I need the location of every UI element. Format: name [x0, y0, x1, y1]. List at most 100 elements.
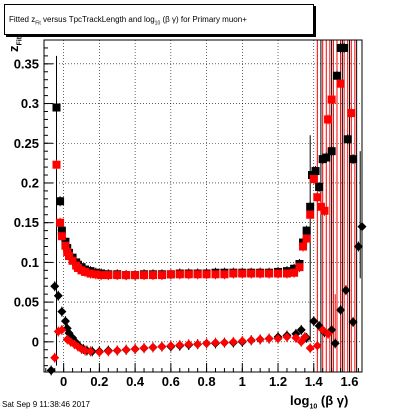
diamond-marker — [94, 347, 104, 357]
x-tick-label: 0.8 — [198, 374, 216, 389]
title-middle: versus TpcTrackLength and log — [43, 15, 155, 24]
x-tick-label: 0 — [60, 374, 67, 389]
diamond-marker — [291, 333, 301, 343]
title-log-sub: 10 — [154, 20, 161, 27]
square-marker — [324, 115, 333, 124]
title-suffix: (β γ) for Primary muon+ — [162, 15, 247, 24]
square-marker — [56, 218, 65, 227]
square-marker — [57, 232, 66, 241]
diamond-marker — [219, 338, 229, 348]
square-marker — [347, 109, 356, 118]
y-tick-label: 0.15 — [14, 215, 39, 230]
diamond-marker — [237, 336, 247, 346]
square-marker — [52, 103, 61, 112]
square-marker — [322, 153, 331, 162]
square-marker — [65, 252, 74, 261]
diamond-marker — [264, 334, 274, 344]
diamond-marker — [305, 343, 315, 353]
square-marker — [148, 271, 157, 280]
y-tick-label: 0.05 — [14, 295, 39, 310]
square-marker — [229, 269, 238, 278]
x-tick-label: 0.4 — [126, 374, 145, 389]
x-tick-label: 1.6 — [340, 374, 358, 389]
diamond-marker — [228, 337, 238, 347]
square-marker — [157, 271, 166, 280]
y-axis-label-main: z — [6, 45, 21, 53]
diamond-marker — [300, 332, 310, 342]
square-marker — [220, 270, 229, 279]
diamond-marker — [318, 325, 328, 335]
square-marker — [211, 270, 220, 279]
square-marker — [343, 135, 352, 144]
y-axis-label: zFit — [6, 37, 24, 52]
diamond-marker — [348, 317, 358, 327]
diamond-marker — [312, 341, 322, 351]
square-marker — [295, 263, 304, 272]
square-marker — [61, 241, 70, 250]
square-marker — [315, 182, 324, 191]
square-marker — [247, 269, 256, 278]
diamond-marker — [50, 353, 60, 363]
square-marker — [86, 269, 95, 278]
diamond-marker — [341, 285, 351, 295]
diamond-marker — [202, 338, 212, 348]
square-marker — [122, 271, 131, 280]
x-tick-label: 0.6 — [162, 374, 180, 389]
x-tick-label: 1.2 — [269, 374, 287, 389]
diamond-marker — [112, 346, 122, 356]
square-marker — [238, 269, 247, 278]
square-marker — [184, 270, 193, 279]
square-marker — [57, 226, 66, 235]
diamond-marker — [309, 316, 319, 326]
square-marker — [282, 269, 291, 278]
square-marker — [327, 147, 336, 156]
square-marker — [302, 226, 311, 235]
square-marker — [131, 271, 140, 280]
square-marker — [290, 268, 299, 277]
diamond-marker — [121, 345, 131, 355]
diamond-marker — [166, 341, 176, 351]
title-prefix: Fitted — [9, 15, 30, 24]
x-axis-label: log10 (β γ) — [290, 393, 348, 411]
square-marker — [313, 193, 322, 202]
square-marker — [113, 271, 122, 280]
square-marker — [175, 270, 184, 279]
marker-layer — [46, 43, 367, 375]
square-marker — [302, 234, 311, 243]
tick-label-layer: 0 0.2 0.4 0.6 0.8 1 1.2 1.4 1.6 0 0.05 0.1 0.15 0.2 0.… — [14, 56, 359, 389]
title-box: Fitted zFit versus TpcTrackLength and lo… — [4, 4, 314, 35]
square-marker — [104, 271, 113, 280]
square-marker — [140, 271, 149, 280]
square-marker — [193, 270, 202, 279]
square-marker — [336, 79, 345, 88]
square-marker — [332, 71, 341, 80]
diamond-marker — [57, 307, 67, 317]
y-tick-label: 0 — [32, 334, 39, 349]
square-marker — [306, 202, 315, 211]
square-marker — [299, 242, 308, 251]
square-marker — [320, 206, 329, 215]
diamond-marker — [323, 329, 333, 339]
square-marker — [81, 267, 90, 276]
square-marker — [306, 210, 315, 219]
x-tick-label: 0.2 — [90, 374, 108, 389]
y-tick-label: 0.2 — [21, 175, 39, 190]
tick-layer — [44, 47, 359, 372]
diamond-marker — [130, 344, 140, 354]
diamond-marker — [296, 325, 306, 335]
diamond-marker — [57, 325, 67, 335]
diamond-marker — [273, 334, 283, 344]
diamond-marker — [336, 305, 346, 315]
square-marker — [97, 271, 106, 280]
square-marker — [327, 95, 336, 104]
square-marker — [256, 269, 265, 278]
x-tick-label: 1.4 — [305, 374, 324, 389]
title-z: z — [31, 15, 36, 24]
square-marker — [166, 270, 175, 279]
y-tick-label: 0.3 — [21, 96, 39, 111]
diamond-marker — [282, 332, 292, 342]
diamond-marker — [80, 346, 90, 356]
y-axis-label-sub: Fit — [16, 36, 24, 46]
diamond-marker — [211, 338, 221, 348]
